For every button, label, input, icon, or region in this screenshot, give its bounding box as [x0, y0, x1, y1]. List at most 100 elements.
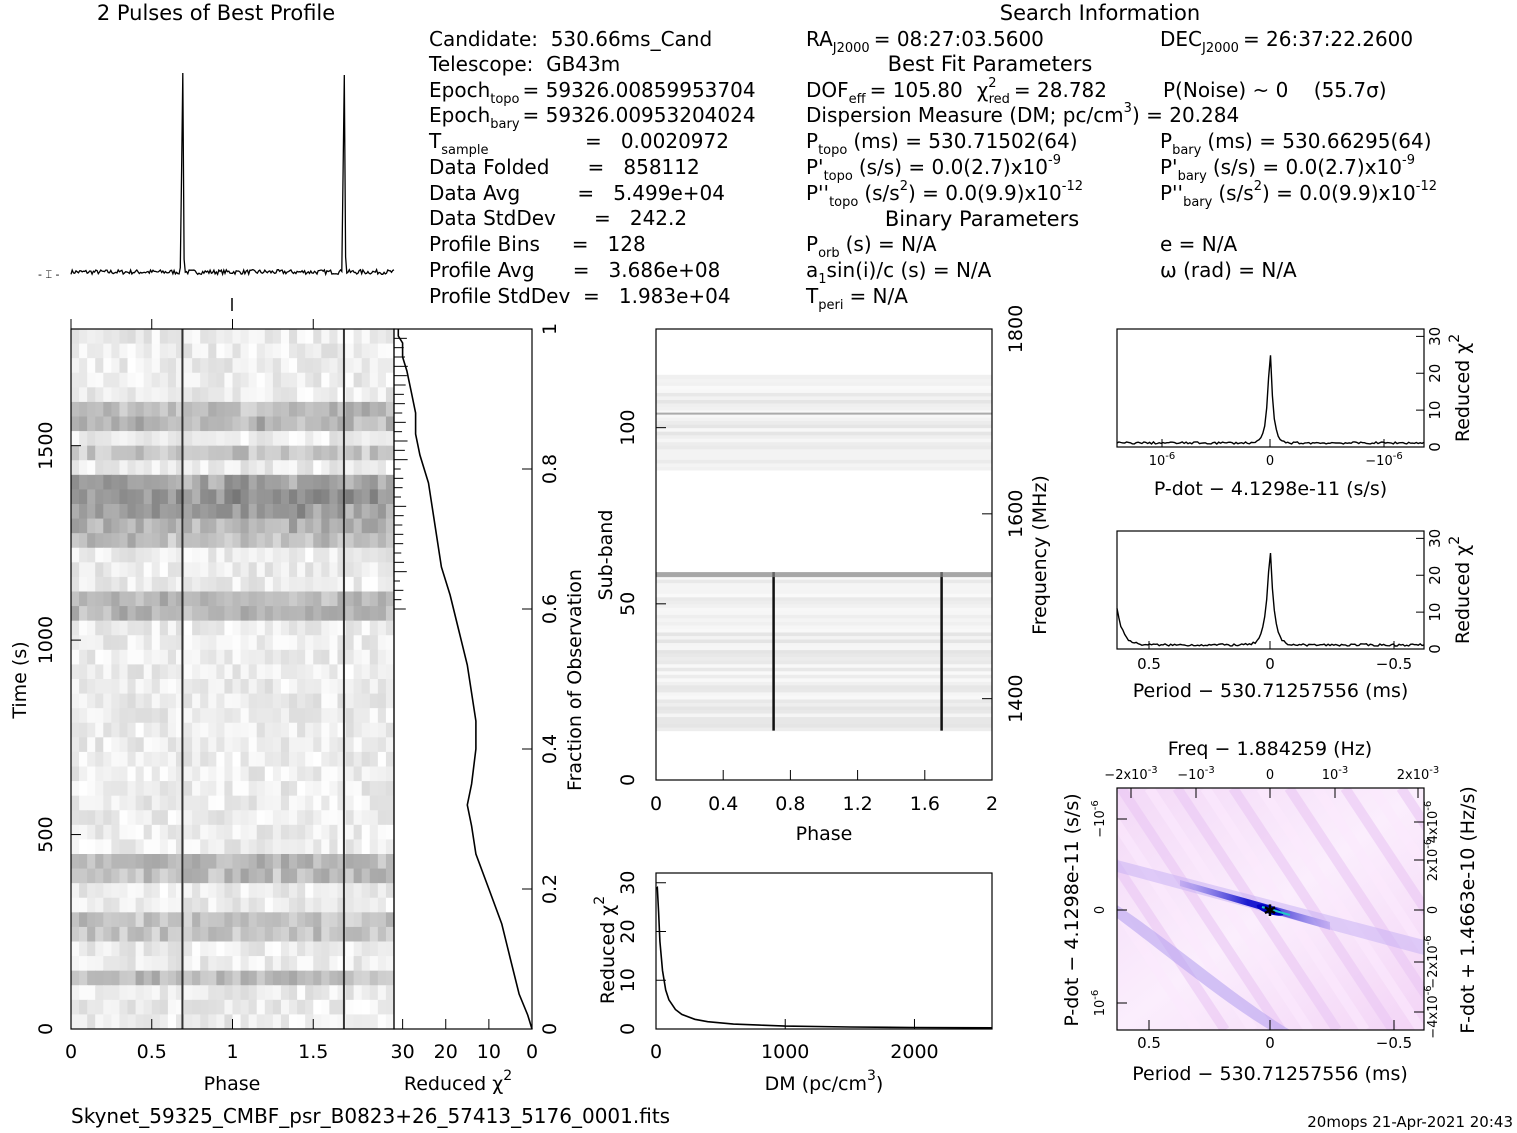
time-phase-cell — [369, 679, 379, 695]
time-phase-cell — [119, 329, 129, 345]
time-phase-cell — [240, 635, 250, 651]
time-phase-cell — [224, 824, 234, 841]
time-phase-cell — [345, 460, 355, 476]
time-phase-cell — [175, 606, 185, 622]
y-tick-label: 30 — [1426, 327, 1444, 346]
time-phase-cell — [337, 576, 347, 593]
time-phase-cell — [151, 606, 161, 622]
time-phase-cell — [167, 708, 177, 724]
time-phase-cell — [280, 358, 290, 374]
time-phase-cell — [313, 649, 322, 666]
time-phase-cell — [256, 372, 266, 388]
time-phase-cell — [272, 897, 282, 913]
time-phase-cell — [200, 489, 209, 505]
time-phase-cell — [377, 985, 387, 1001]
y2-axis-label: Frequency (MHz) — [1029, 475, 1051, 635]
time-phase-cell — [329, 795, 339, 811]
y-tick-label: 10-6 — [1090, 990, 1108, 1017]
time-phase-cell — [216, 839, 226, 855]
time-phase-cell — [119, 956, 129, 972]
time-phase-cell — [79, 999, 88, 1016]
time-phase-cell — [297, 416, 306, 432]
time-phase-cell — [103, 460, 112, 476]
time-phase-cell — [240, 941, 250, 957]
time-phase-cell — [95, 941, 104, 957]
top-tick-label: −10-3 — [1177, 765, 1214, 783]
top-tick-label: 10-3 — [1322, 765, 1349, 783]
time-phase-cell — [143, 956, 153, 972]
time-phase-cell — [329, 839, 339, 855]
time-phase-cell — [240, 854, 250, 870]
time-phase-cell — [361, 926, 371, 943]
time-phase-cell — [272, 649, 282, 666]
subband-row — [656, 410, 992, 415]
time-phase-cell — [321, 489, 330, 505]
time-phase-cell — [159, 722, 169, 738]
time-phase-cell — [329, 868, 339, 884]
time-phase-cell — [159, 518, 169, 534]
time-phase-cell — [280, 474, 290, 491]
time-phase-cell — [232, 956, 242, 972]
time-phase-cell — [297, 810, 306, 826]
time-phase-cell — [369, 416, 379, 432]
time-phase-cell — [184, 722, 193, 738]
time-phase-cell — [71, 693, 80, 709]
time-phase-cell — [248, 795, 258, 811]
time-phase-cell — [289, 606, 298, 622]
time-phase-cell — [111, 781, 121, 797]
time-phase-cell — [216, 854, 226, 870]
time-phase-cell — [208, 431, 217, 447]
time-phase-cell — [345, 956, 355, 972]
time-phase-cell — [248, 620, 258, 636]
pnoise-line: P(Noise) ~ 0 (55.7σ) — [1163, 78, 1387, 102]
time-phase-cell — [289, 766, 298, 782]
time-phase-cell — [321, 839, 330, 855]
time-phase-cell — [119, 737, 129, 753]
time-phase-cell — [127, 810, 137, 826]
time-phase-cell — [71, 620, 80, 636]
time-phase-cell — [313, 985, 322, 1001]
y-tick-label: 0.4 — [539, 734, 561, 764]
time-phase-cell — [184, 883, 193, 899]
time-phase-cell — [143, 912, 153, 928]
time-phase-cell — [192, 460, 201, 476]
time-phase-cell — [192, 358, 201, 374]
y-tick-label: 0.8 — [539, 454, 561, 484]
time-phase-cell — [159, 824, 169, 841]
ppdot-stripe — [1284, 788, 1424, 1002]
time-phase-cell — [119, 416, 129, 432]
time-phase-cell — [337, 926, 347, 943]
time-phase-cell — [329, 387, 339, 403]
time-phase-cell — [248, 401, 258, 418]
time-phase-cell — [71, 606, 80, 622]
time-phase-cell — [127, 518, 137, 534]
time-phase-cell — [377, 445, 387, 461]
time-phase-cell — [329, 941, 339, 957]
time-phase-cell — [232, 329, 242, 345]
time-phase-cell — [361, 824, 371, 841]
time-phase-cell — [297, 883, 306, 899]
time-phase-cell — [184, 533, 193, 549]
time-phase-cell — [119, 766, 129, 782]
time-phase-cell — [321, 401, 330, 418]
time-phase-cell — [305, 372, 314, 388]
time-phase-cell — [184, 358, 193, 374]
time-phase-cell — [151, 708, 161, 724]
x-tick-label: −0.5 — [1376, 1034, 1412, 1052]
time-phase-cell — [329, 693, 339, 709]
time-phase-cell — [216, 401, 226, 418]
time-phase-cell — [289, 941, 298, 957]
time-phase-cell — [167, 912, 177, 928]
time-phase-cell — [119, 941, 129, 957]
time-phase-cell — [79, 1014, 88, 1029]
time-phase-cell — [369, 533, 379, 549]
time-phase-cell — [208, 999, 217, 1016]
time-phase-cell — [232, 854, 242, 870]
time-phase-cell — [289, 445, 298, 461]
time-phase-cell — [313, 358, 322, 374]
time-phase-cell — [208, 664, 217, 680]
time-phase-cell — [345, 824, 355, 841]
time-phase-cell — [216, 664, 226, 680]
time-phase-cell — [184, 431, 193, 447]
time-phase-cell — [200, 737, 209, 753]
